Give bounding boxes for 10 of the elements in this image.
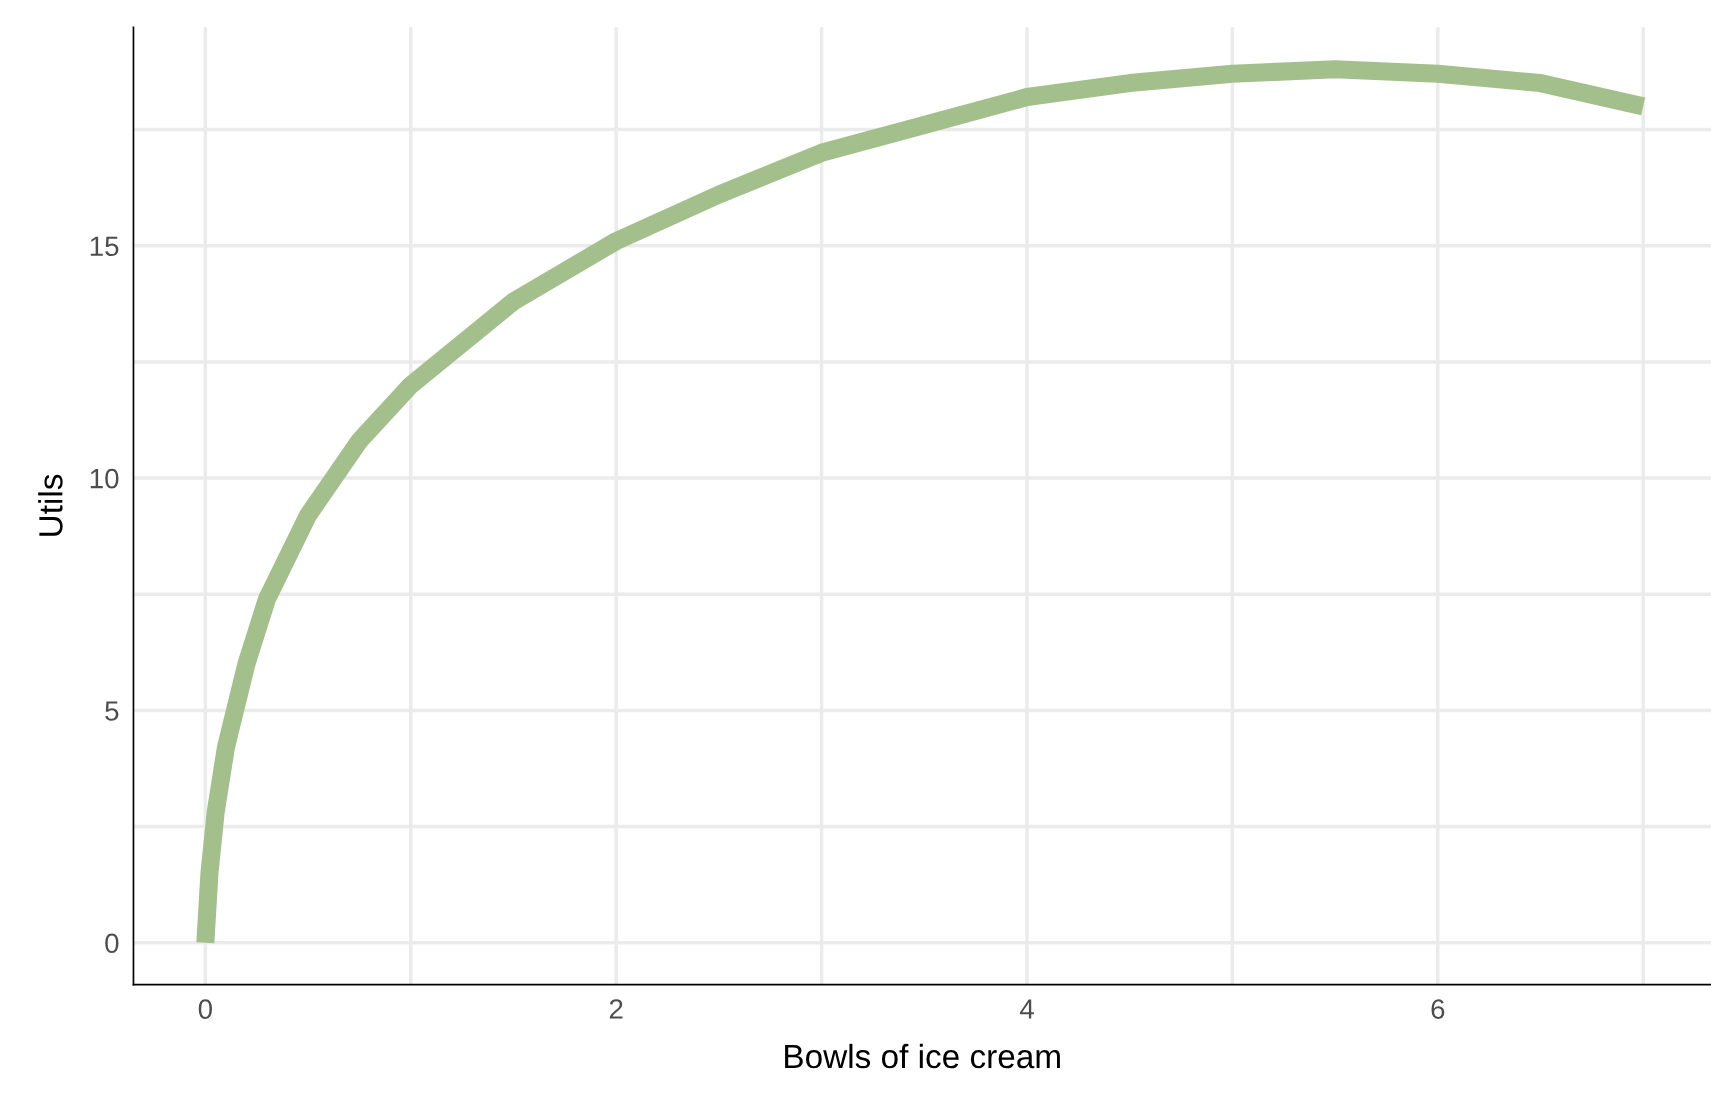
y-tick-label: 0 [105,933,119,954]
x-tick-label: 4 [1019,999,1034,1019]
x-axis-title: Bowls of ice cream [785,1043,1060,1069]
y-tick-label: 10 [90,468,119,489]
x-tick-label: 6 [1431,999,1445,1019]
y-tick-label: 5 [105,701,119,721]
x-tick-label: 2 [609,999,623,1019]
y-tick-label: 15 [90,236,119,257]
y-axis-title: Utils [38,474,63,536]
x-tick-label: 0 [198,999,212,1019]
